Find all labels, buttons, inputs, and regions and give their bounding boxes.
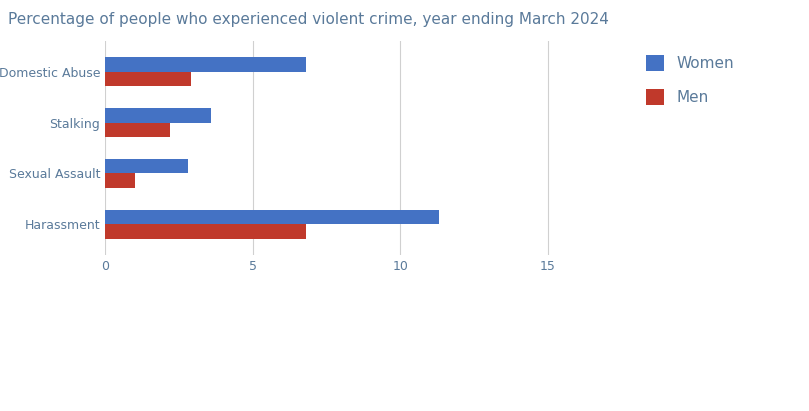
Bar xyxy=(105,159,188,173)
Bar xyxy=(105,108,211,122)
Bar xyxy=(105,122,170,137)
Bar xyxy=(105,210,438,224)
Text: Percentage of people who experienced violent crime, year ending March 2024: Percentage of people who experienced vio… xyxy=(8,12,609,27)
Bar xyxy=(105,173,134,188)
Bar xyxy=(105,58,306,72)
Bar xyxy=(105,224,306,238)
Bar xyxy=(105,72,191,86)
Legend: Women, Men: Women, Men xyxy=(639,49,740,111)
